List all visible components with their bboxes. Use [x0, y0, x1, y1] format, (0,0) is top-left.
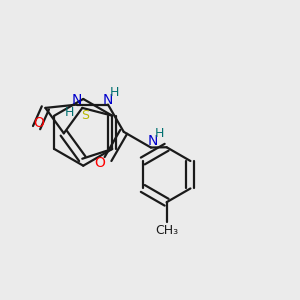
Text: N: N	[71, 93, 82, 107]
Text: H: H	[110, 86, 120, 99]
Text: N: N	[103, 93, 113, 107]
Text: N: N	[148, 134, 158, 148]
Text: O: O	[95, 156, 106, 170]
Text: H: H	[155, 127, 164, 140]
Text: CH₃: CH₃	[155, 224, 178, 237]
Text: O: O	[33, 116, 44, 130]
Text: H: H	[65, 106, 74, 119]
Text: S: S	[81, 109, 89, 122]
